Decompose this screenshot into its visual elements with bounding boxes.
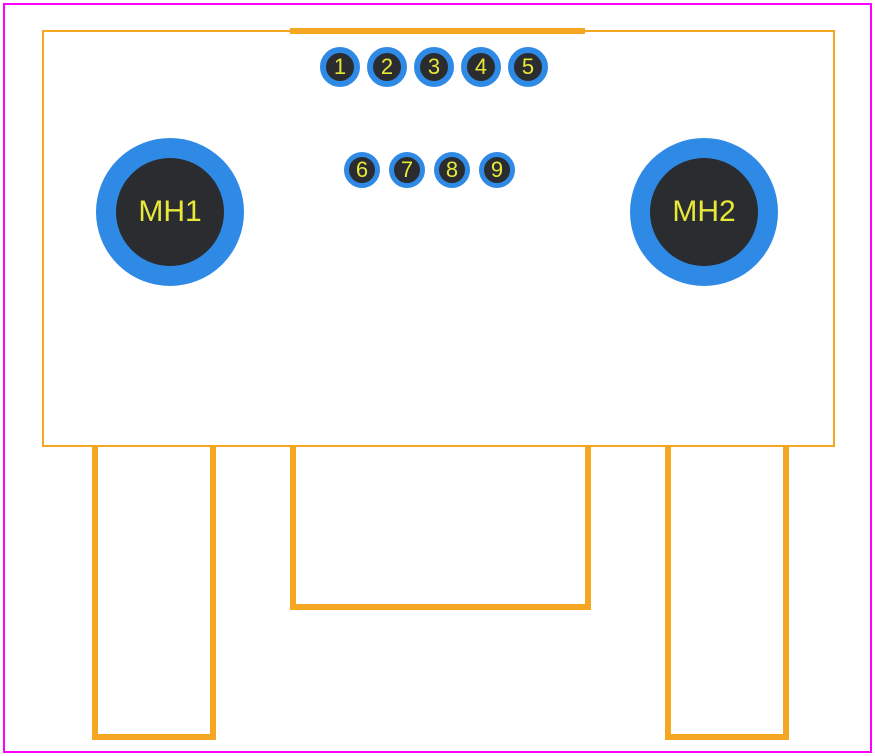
row2-pin-7: 7 [389, 152, 425, 188]
row2-pin-6: 6 [344, 152, 380, 188]
row2-pin-label-9: 9 [491, 159, 503, 181]
row1-pin-4: 4 [461, 47, 501, 87]
row1-pin-label-5: 5 [522, 56, 534, 78]
row1-pin-1: 1 [320, 47, 360, 87]
footprint-canvas: 1 2 3 4 5 6 7 8 9 MH1 MH2 [0, 0, 875, 756]
body-outline-top-thick-0 [290, 28, 585, 34]
body-outline-bottom [42, 445, 835, 447]
row1-pin-label-3: 3 [428, 56, 440, 78]
body-outline-right [833, 30, 835, 447]
mounting-hole-mh2: MH2 [630, 138, 778, 286]
leg-left-right [210, 445, 216, 740]
row2-pin-label-6: 6 [356, 159, 368, 181]
leg-left-bottom [92, 734, 216, 740]
row1-pin-label-2: 2 [381, 56, 393, 78]
outer-frame [3, 3, 872, 753]
leg-middle-right [585, 445, 591, 610]
row2-pin-label-7: 7 [401, 159, 413, 181]
leg-left-left [92, 445, 98, 740]
row2-pin-9: 9 [479, 152, 515, 188]
leg-right-bottom [665, 734, 789, 740]
leg-right-left [665, 445, 671, 740]
row1-pin-5: 5 [508, 47, 548, 87]
row1-pin-label-4: 4 [475, 56, 487, 78]
leg-middle-left [290, 445, 296, 610]
mounting-hole-label-mh1: MH1 [138, 197, 201, 227]
leg-middle-bottom [290, 604, 591, 610]
row1-pin-label-1: 1 [334, 56, 346, 78]
mounting-hole-mh1: MH1 [96, 138, 244, 286]
row2-pin-8: 8 [434, 152, 470, 188]
row1-pin-3: 3 [414, 47, 454, 87]
row1-pin-2: 2 [367, 47, 407, 87]
row2-pin-label-8: 8 [446, 159, 458, 181]
mounting-hole-label-mh2: MH2 [672, 197, 735, 227]
body-outline-left [42, 30, 44, 447]
leg-right-right [783, 445, 789, 740]
